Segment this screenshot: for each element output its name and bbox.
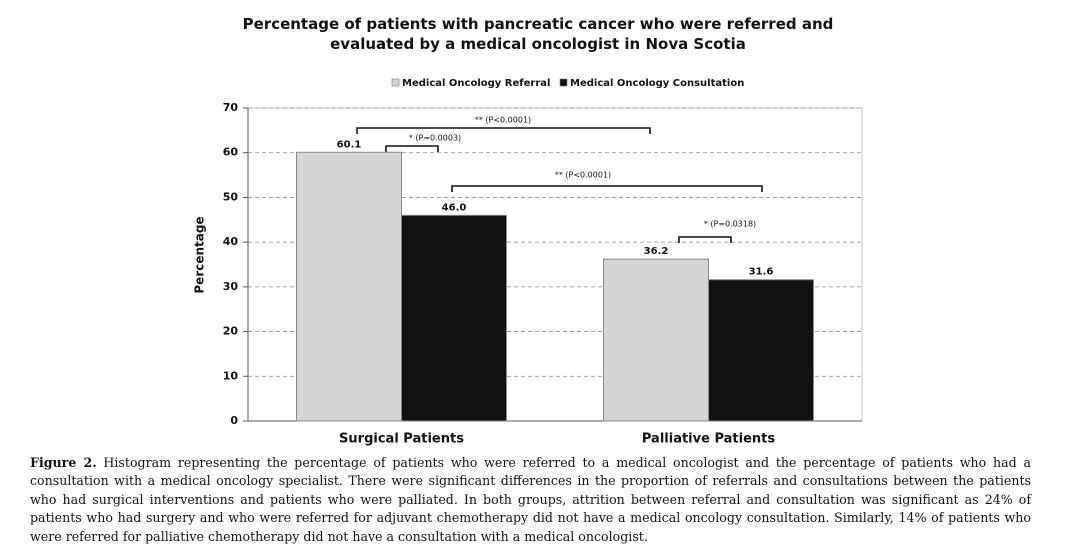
bar	[296, 151, 402, 422]
chart-title: Percentage of patients with pancreatic c…	[242, 15, 834, 53]
annotation: ** (P<0.0001)	[475, 116, 531, 125]
significance-bracket	[678, 236, 732, 243]
value-label: 36.2	[644, 246, 669, 257]
caption-label: Figure 2.	[30, 455, 97, 470]
value-label: 60.1	[337, 139, 362, 150]
significance-bracket	[451, 185, 763, 192]
caption-text: Histogram representing the percentage of…	[30, 455, 1031, 544]
annotation: * (P=0.0318)	[704, 220, 756, 229]
legend-label: Medical Oncology Consultation	[570, 78, 744, 89]
y-tick-label: 20	[223, 325, 239, 338]
legend-swatch	[559, 78, 568, 87]
value-label: 31.6	[749, 267, 774, 278]
value-label: 46.0	[442, 202, 467, 213]
y-tick-label: 50	[223, 190, 239, 203]
annotation: ** (P<0.0001)	[555, 171, 611, 180]
y-tick-label: 40	[223, 235, 239, 248]
y-tick-label: 0	[230, 414, 238, 427]
x-tick-label: Palliative Patients	[642, 432, 775, 447]
significance-bracket	[385, 145, 439, 152]
bar	[603, 258, 709, 422]
y-tick-label: 30	[223, 280, 239, 293]
y-tick-label: 60	[223, 146, 239, 159]
y-tick-label: 10	[223, 369, 239, 382]
annotation: * (P=0.0003)	[409, 134, 461, 143]
legend-label: Medical Oncology Referral	[402, 78, 550, 89]
bar	[708, 279, 814, 422]
chart: Percentage 0 10 20 30 40 50 60 70 Surgical Patie…	[193, 78, 863, 447]
x-tick-label: Surgical Patients	[339, 432, 464, 447]
significance-bracket	[356, 127, 651, 134]
y-axis-label: Percentage	[193, 216, 207, 293]
legend-swatch	[391, 78, 400, 87]
bar	[401, 214, 507, 422]
y-tick-label: 70	[223, 101, 239, 114]
caption: Figure 2. Histogram representing the per…	[30, 454, 1031, 546]
